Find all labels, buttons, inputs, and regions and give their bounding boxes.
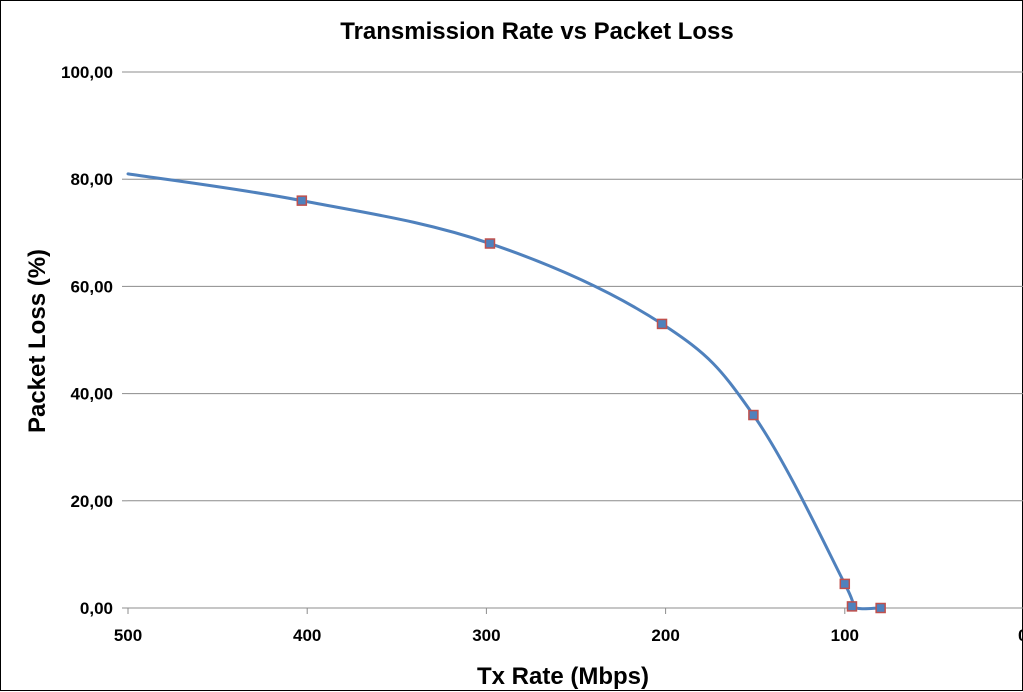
y-tick-label: 80,00 xyxy=(70,170,113,189)
data-point xyxy=(656,318,668,330)
x-tick-label: 100 xyxy=(831,626,859,645)
y-tick-label: 100,00 xyxy=(61,63,113,82)
gridlines xyxy=(128,71,1023,502)
x-tick-label: 500 xyxy=(114,626,142,645)
data-point xyxy=(484,238,496,249)
axes xyxy=(122,71,1023,614)
data-point xyxy=(875,602,886,614)
data-point xyxy=(296,195,308,206)
data-point xyxy=(748,409,759,421)
tick-labels: 0,00 20,00 40,00 60,00 80,00 100,00 500 400 300 2… xyxy=(61,63,1023,645)
x-tick-label: 400 xyxy=(293,626,321,645)
x-tick-label: 300 xyxy=(472,626,500,645)
y-tick-label: 60,00 xyxy=(70,277,113,296)
x-tick-label: 200 xyxy=(651,626,679,645)
y-axis-title: Packet Loss (%) xyxy=(24,249,51,433)
data-point xyxy=(839,578,851,590)
x-tick-label: 0 xyxy=(1018,626,1023,645)
series-line xyxy=(126,172,883,611)
y-tick-label: 40,00 xyxy=(70,385,113,404)
series xyxy=(126,172,886,614)
y-tick-label: 0,00 xyxy=(80,599,113,618)
chart-title: Transmission Rate vs Packet Loss xyxy=(340,18,734,45)
y-tick-label: 20,00 xyxy=(70,492,113,511)
x-axis-title: Tx Rate (Mbps) xyxy=(477,663,649,690)
data-point xyxy=(846,601,858,612)
